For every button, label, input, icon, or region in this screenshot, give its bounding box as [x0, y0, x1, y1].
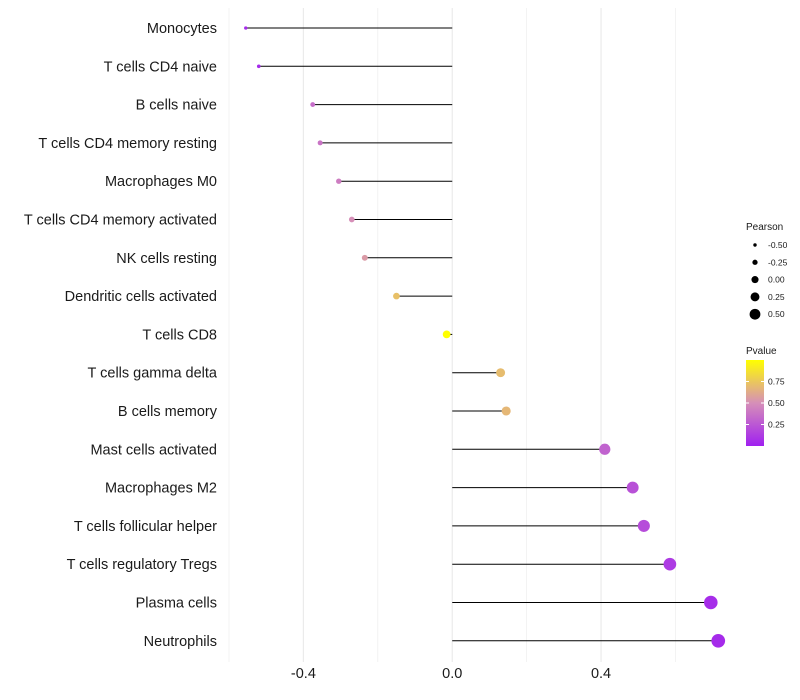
- color-legend-title: Pvalue: [746, 346, 777, 357]
- x-tick-label-2: 0.4: [591, 666, 611, 682]
- point-1: [256, 64, 261, 69]
- color-legend-label-2: 0.25: [768, 420, 785, 430]
- point-11: [599, 443, 611, 455]
- color-legend-label-0: 0.75: [768, 377, 785, 387]
- size-legend-title: Pearson: [746, 222, 783, 233]
- size-legend-dot-2: [751, 276, 759, 284]
- size-legend-dot-1: [752, 259, 758, 265]
- point-0: [244, 26, 248, 30]
- size-legend: Pearson -0.50 -0.25 0.00 0.25 0.50: [746, 222, 788, 320]
- point-4: [336, 178, 342, 184]
- category-label-0: Monocytes: [147, 21, 217, 37]
- point-16: [711, 633, 726, 648]
- point-6: [361, 254, 368, 261]
- size-legend-label-1: -0.25: [768, 257, 788, 267]
- color-legend: Pvalue 0.75 0.50 0.25: [746, 346, 785, 446]
- category-labels: Monocytes T cells CD4 naive B cells naive T…: [24, 21, 218, 650]
- category-label-5: T cells CD4 memory activated: [24, 213, 217, 229]
- category-label-13: T cells follicular helper: [74, 519, 217, 535]
- point-8: [442, 330, 451, 339]
- point-12: [626, 481, 639, 494]
- category-label-15: Plasma cells: [136, 596, 217, 612]
- category-label-11: Mast cells activated: [90, 442, 217, 458]
- category-label-8: T cells CD8: [142, 327, 217, 343]
- color-legend-bar: [746, 360, 764, 446]
- size-legend-label-2: 0.00: [768, 275, 785, 285]
- category-label-1: T cells CD4 naive: [104, 59, 217, 75]
- point-3: [317, 140, 323, 146]
- point-5: [348, 216, 355, 223]
- point-14: [663, 557, 677, 571]
- grid: [228, 8, 676, 662]
- category-label-2: B cells naive: [136, 98, 217, 114]
- category-label-7: Dendritic cells activated: [65, 289, 217, 305]
- category-label-12: Macrophages M2: [105, 481, 217, 497]
- size-legend-label-3: 0.25: [768, 292, 785, 302]
- points: [244, 26, 726, 648]
- point-9: [496, 368, 506, 378]
- x-tick-label-0: -0.4: [291, 666, 316, 682]
- category-label-4: Macrophages M0: [105, 174, 217, 190]
- category-label-3: T cells CD4 memory resting: [38, 136, 217, 152]
- point-13: [637, 519, 650, 532]
- category-label-16: Neutrophils: [144, 634, 217, 650]
- size-legend-dot-4: [749, 308, 761, 320]
- size-legend-label-4: 0.50: [768, 309, 785, 319]
- point-7: [393, 292, 400, 300]
- x-tick-label-1: 0.0: [442, 666, 462, 682]
- category-label-14: T cells regulatory Tregs: [67, 557, 217, 573]
- size-legend-dot-3: [750, 292, 760, 302]
- point-10: [501, 406, 511, 416]
- color-legend-label-1: 0.50: [768, 398, 785, 408]
- category-label-6: NK cells resting: [116, 251, 217, 267]
- x-axis-ticks: -0.4 0.0 0.4: [291, 666, 611, 682]
- category-label-10: B cells memory: [118, 404, 218, 420]
- point-2: [310, 102, 316, 108]
- point-15: [704, 595, 718, 610]
- segments: [245, 27, 719, 642]
- category-label-9: T cells gamma delta: [88, 366, 218, 382]
- size-legend-dot-0: [753, 243, 757, 247]
- size-legend-label-0: -0.50: [768, 240, 788, 250]
